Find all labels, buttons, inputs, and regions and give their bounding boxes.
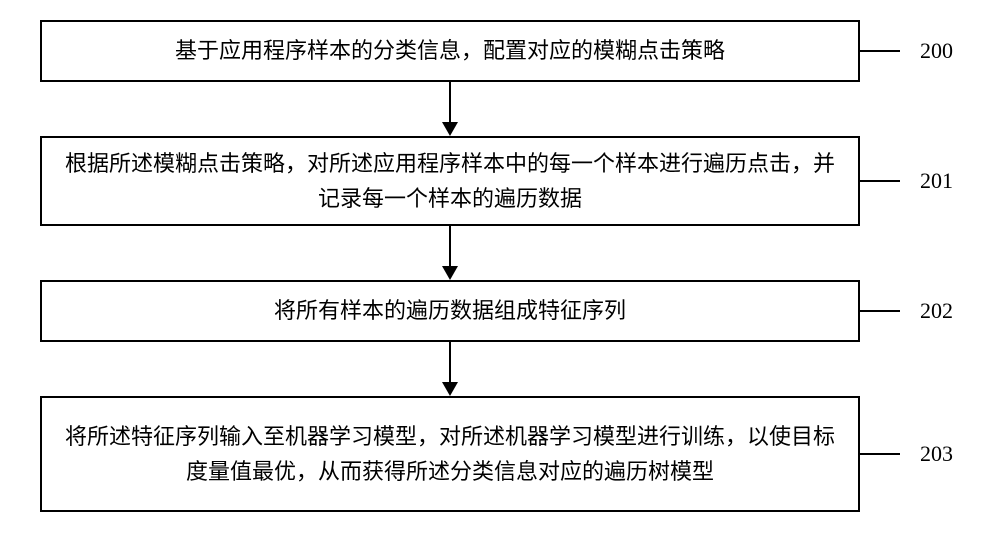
step-text-1: 根据所述模糊点击策略，对所述应用程序样本中的每一个样本进行遍历点击，并记录每一个… (62, 146, 838, 216)
step-text-0: 基于应用程序样本的分类信息，配置对应的模糊点击策略 (175, 33, 725, 68)
step-label-1: 201 (920, 168, 953, 194)
arrow-line-1 (449, 226, 451, 266)
step-row-1: 根据所述模糊点击策略，对所述应用程序样本中的每一个样本进行遍历点击，并记录每一个… (40, 136, 960, 226)
step-row-3: 将所述特征序列输入至机器学习模型，对所述机器学习模型进行训练，以使目标度量值最优… (40, 396, 960, 512)
step-label-0: 200 (920, 38, 953, 64)
step-box-2: 将所有样本的遍历数据组成特征序列 (40, 280, 860, 342)
step-row-2: 将所有样本的遍历数据组成特征序列 202 (40, 280, 960, 342)
step-box-1: 根据所述模糊点击策略，对所述应用程序样本中的每一个样本进行遍历点击，并记录每一个… (40, 136, 860, 226)
step-label-2: 202 (920, 298, 953, 324)
connector-1 (860, 180, 900, 182)
arrow-0 (442, 82, 458, 136)
step-box-0: 基于应用程序样本的分类信息，配置对应的模糊点击策略 (40, 20, 860, 82)
connector-2 (860, 310, 900, 312)
connector-3 (860, 453, 900, 455)
arrow-line-2 (449, 342, 451, 382)
step-box-3: 将所述特征序列输入至机器学习模型，对所述机器学习模型进行训练，以使目标度量值最优… (40, 396, 860, 512)
arrow-head-2 (442, 382, 458, 396)
step-text-3: 将所述特征序列输入至机器学习模型，对所述机器学习模型进行训练，以使目标度量值最优… (62, 419, 838, 489)
arrow-line-0 (449, 82, 451, 122)
arrow-head-0 (442, 122, 458, 136)
arrow-2 (442, 342, 458, 396)
step-row-0: 基于应用程序样本的分类信息，配置对应的模糊点击策略 200 (40, 20, 960, 82)
flowchart-container: 基于应用程序样本的分类信息，配置对应的模糊点击策略 200 根据所述模糊点击策略… (40, 20, 960, 512)
connector-0 (860, 50, 900, 52)
step-text-2: 将所有样本的遍历数据组成特征序列 (274, 293, 626, 328)
step-label-3: 203 (920, 441, 953, 467)
arrow-1 (442, 226, 458, 280)
arrow-head-1 (442, 266, 458, 280)
